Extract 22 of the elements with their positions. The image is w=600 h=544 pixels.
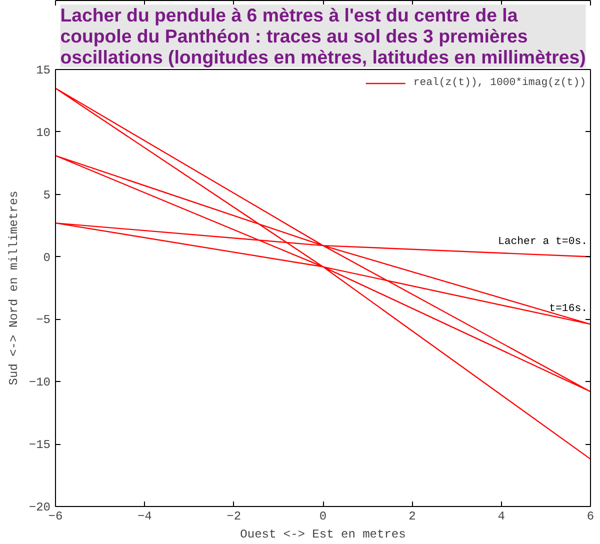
line-series: [56, 88, 590, 460]
y-tick-label: −15: [28, 438, 51, 452]
x-tick-label: 4: [498, 510, 505, 524]
annotation: t=16s.: [549, 303, 588, 316]
x-tick-label: 2: [408, 510, 416, 524]
y-axis-title: Sud <-> Nord en millimetres: [6, 190, 21, 386]
chart-title: Lacher du pendule à 6 mètres à l'est du centre de la coupole du Panthéon : traces au sol des 3 premières oscillations (longitudes en mètres, latitudes en millimètres): [60, 4, 586, 68]
x-tick-label: −2: [226, 510, 242, 524]
legend-label: real(z(t)), 1000*imag(z(t)): [413, 77, 586, 89]
x-tick-label: −4: [137, 510, 152, 524]
x-axis-title: Ouest <-> Est en metres: [240, 528, 406, 542]
y-tick-label: 0: [43, 250, 50, 265]
y-tick-label: −10: [28, 376, 51, 390]
y-tick-label: −20: [28, 500, 51, 514]
x-tick-label: 6: [586, 510, 594, 524]
y-tick-label: 10: [36, 126, 51, 140]
y-tick-label: −5: [36, 313, 51, 328]
y-tick-label: 5: [43, 188, 50, 202]
x-tick-label: 0: [319, 510, 327, 524]
y-tick-label: 15: [36, 64, 51, 78]
annotation: Lacher a t=0s.: [498, 236, 588, 248]
x-tick-label: −6: [48, 510, 63, 524]
